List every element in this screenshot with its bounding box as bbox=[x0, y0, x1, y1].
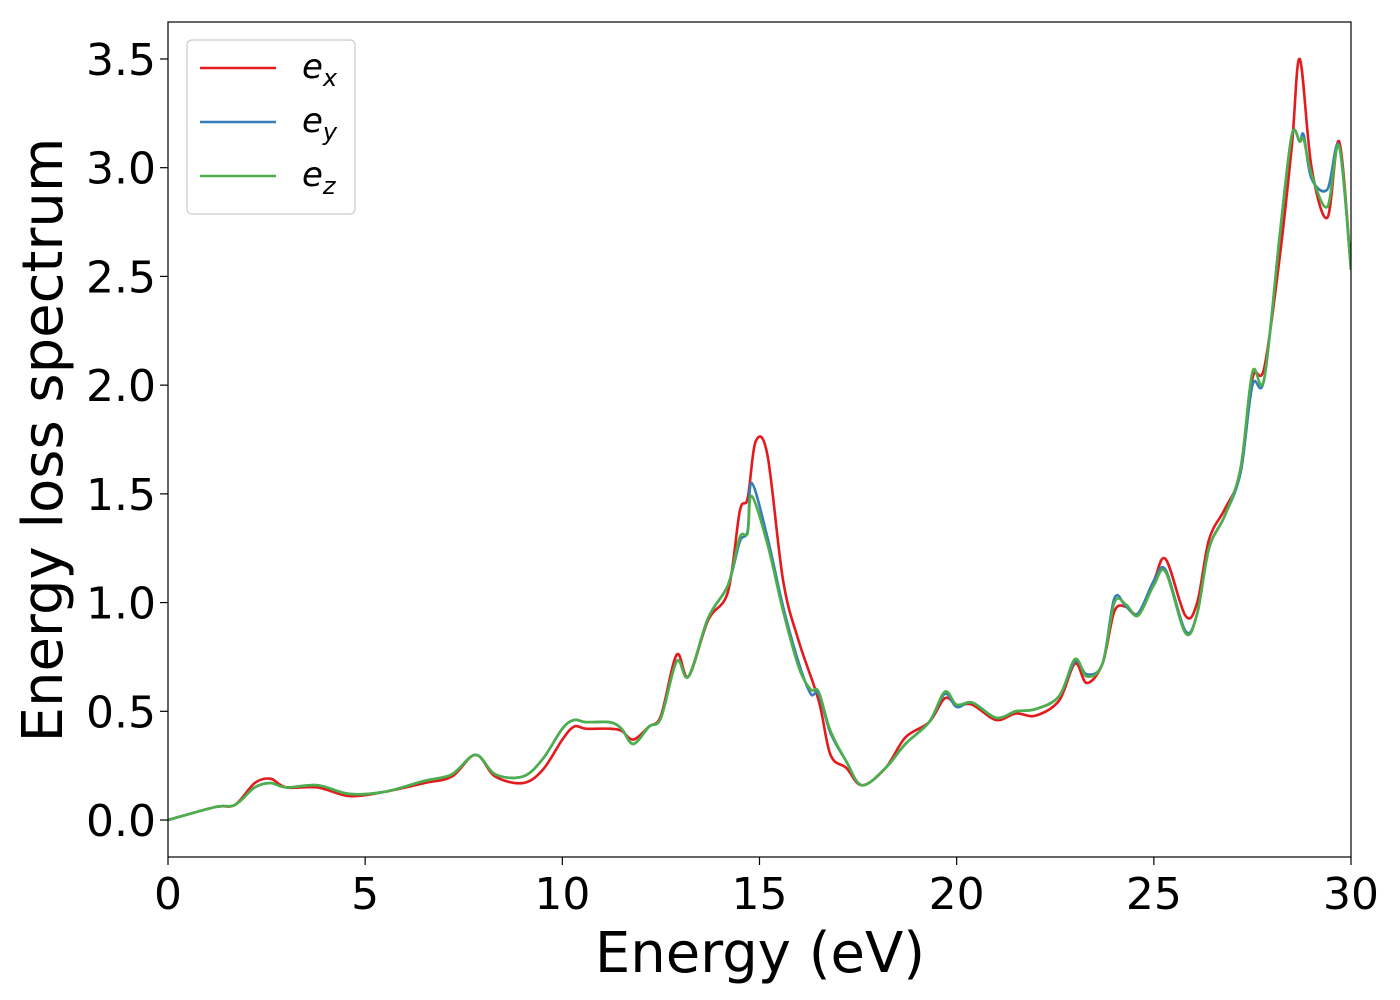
series-line-e-y bbox=[168, 128, 1351, 822]
y-tick-label: 2.0 bbox=[86, 361, 156, 412]
y-tick-label: 2.5 bbox=[86, 252, 156, 303]
legend-label: ez bbox=[302, 155, 337, 200]
x-axis-label: Energy (eV) bbox=[595, 921, 925, 986]
x-tick-label: 5 bbox=[351, 869, 379, 920]
x-tick-label: 20 bbox=[929, 869, 985, 920]
legend-label: ey bbox=[302, 101, 338, 146]
y-tick-label: 1.0 bbox=[86, 579, 156, 630]
y-tick-label: 3.0 bbox=[86, 144, 156, 195]
series-line-e-z bbox=[168, 128, 1351, 822]
y-tick-label: 0.0 bbox=[86, 796, 156, 847]
series-line-e-x bbox=[168, 57, 1351, 822]
x-tick-label: 15 bbox=[732, 869, 788, 920]
legend: ex ey ez bbox=[186, 39, 356, 215]
x-tick-label: 0 bbox=[154, 869, 182, 920]
legend-box bbox=[186, 39, 356, 215]
ticks-layer: 0 5 10 15 20 25 30 0.0 0.5 1.0 1.5 2.0 2.5 3.0 3.5 bbox=[86, 35, 1379, 920]
series-layer bbox=[168, 57, 1351, 822]
x-tick-label: 10 bbox=[534, 869, 590, 920]
y-axis-label: Energy loss spectrum bbox=[11, 138, 76, 743]
y-tick-label: 1.5 bbox=[86, 470, 156, 521]
x-tick-label: 25 bbox=[1126, 869, 1182, 920]
y-tick-label: 0.5 bbox=[86, 687, 156, 738]
y-tick-label: 3.5 bbox=[86, 35, 156, 86]
x-tick-label: 30 bbox=[1323, 869, 1379, 920]
legend-label: ex bbox=[302, 47, 338, 92]
